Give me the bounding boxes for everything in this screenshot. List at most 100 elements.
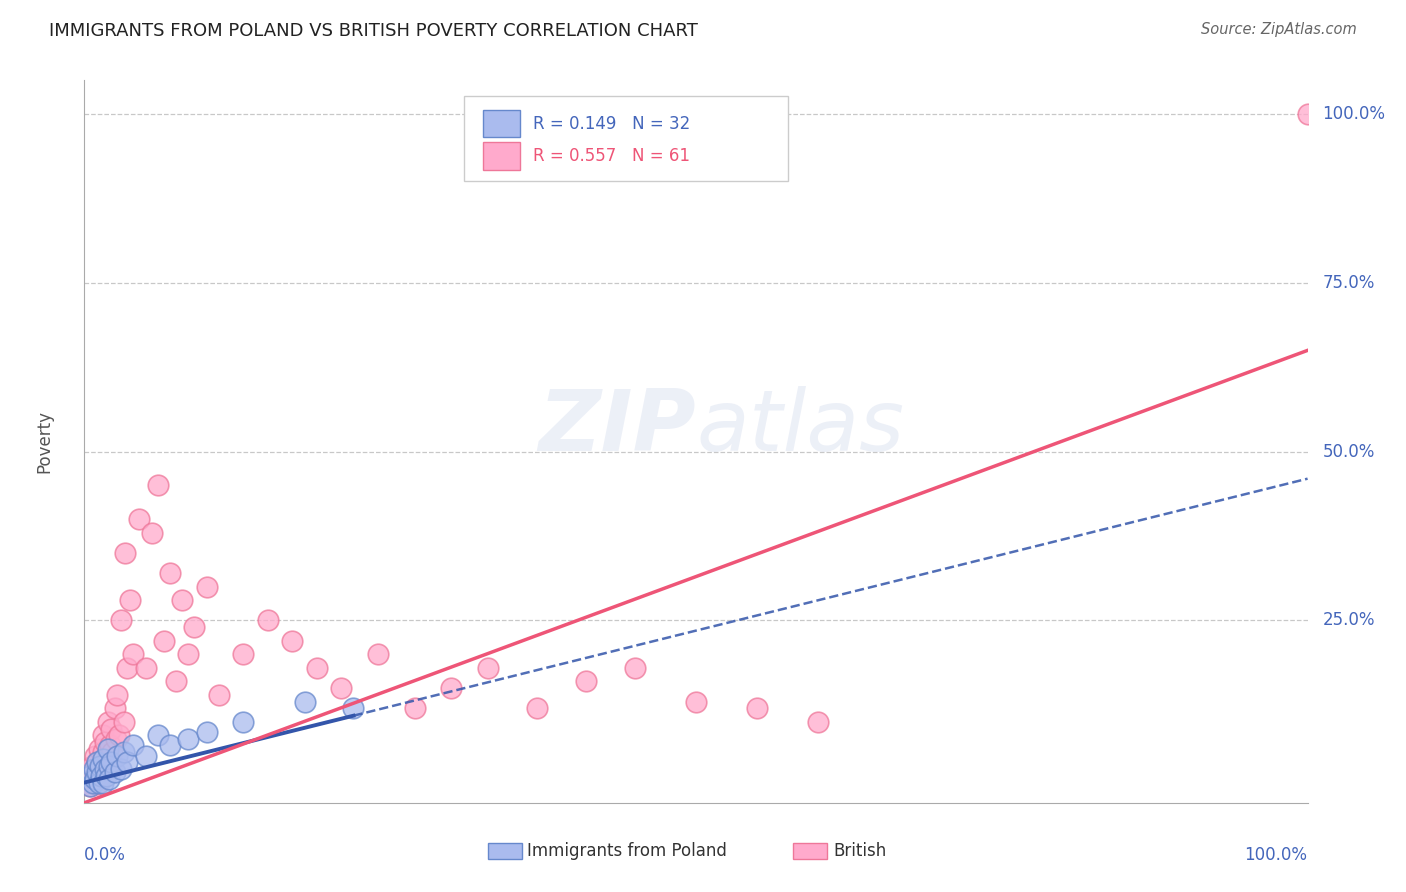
Point [97,758,120,772]
Point [208,688,231,702]
Point [172,593,194,607]
FancyBboxPatch shape [464,96,787,181]
Point [97,772,120,787]
Point [281,633,304,648]
Point [87,769,110,783]
Point [91,752,114,766]
Point [747,701,769,715]
Point [141,525,163,540]
Point [80,758,103,772]
Text: 50.0%: 50.0% [1322,442,1375,460]
Point [82,775,104,789]
Point [98,739,121,753]
Point [93,765,115,780]
Point [404,701,426,715]
Point [87,775,110,789]
Point [86,756,108,770]
Text: 25.0%: 25.0% [1322,612,1375,630]
Point [87,741,110,756]
Text: Source: ZipAtlas.com: Source: ZipAtlas.com [1201,22,1357,37]
Point [83,765,105,780]
Point [97,741,120,756]
Point [84,748,107,763]
Point [1296,107,1319,121]
Point [122,647,145,661]
Point [86,765,108,780]
Point [110,614,132,628]
Point [477,661,499,675]
Text: R = 0.149   N = 32: R = 0.149 N = 32 [533,115,690,133]
Point [89,758,111,772]
Point [84,772,107,787]
Point [153,633,176,648]
Point [100,756,122,770]
Point [367,647,389,661]
Text: IMMIGRANTS FROM POLAND VS BRITISH POVERTY CORRELATION CHART: IMMIGRANTS FROM POLAND VS BRITISH POVERT… [49,22,699,40]
Point [146,728,169,742]
Point [91,745,114,759]
Point [159,566,181,581]
Point [97,714,120,729]
Point [94,735,117,749]
Point [107,728,129,742]
Point [135,661,157,675]
Point [83,762,105,776]
Point [79,779,101,793]
FancyBboxPatch shape [484,143,520,169]
Point [96,756,118,770]
Point [115,661,138,675]
Point [90,769,112,783]
Point [97,762,120,776]
Point [183,620,205,634]
Point [105,748,128,763]
Point [159,739,181,753]
Text: ZIP: ZIP [538,385,696,468]
Text: 0.0%: 0.0% [84,847,127,864]
Point [86,756,108,770]
Point [165,674,187,689]
Point [526,701,548,715]
Point [330,681,353,695]
Point [105,688,128,702]
Point [105,731,128,746]
Point [89,762,111,776]
Text: R = 0.557   N = 61: R = 0.557 N = 61 [533,147,690,165]
Point [177,731,200,746]
Point [177,647,200,661]
Point [232,714,254,729]
Point [110,762,132,776]
Point [104,765,127,780]
Point [146,478,169,492]
Text: 75.0%: 75.0% [1322,274,1375,292]
Point [91,775,114,789]
Point [135,748,157,763]
Text: atlas: atlas [696,385,904,468]
Point [112,714,135,729]
FancyBboxPatch shape [484,110,520,137]
Point [440,681,463,695]
Point [624,661,647,675]
Point [79,769,101,783]
Text: Poverty: Poverty [35,410,53,473]
Point [685,694,707,708]
Text: 100.0%: 100.0% [1322,105,1385,123]
Point [115,756,138,770]
Point [104,701,127,715]
Point [195,580,218,594]
Point [79,779,101,793]
Point [128,512,150,526]
Point [807,714,830,729]
Point [94,762,117,776]
Point [195,725,218,739]
Text: Immigrants from Poland: Immigrants from Poland [527,842,727,860]
Point [294,694,316,708]
FancyBboxPatch shape [488,843,522,859]
Point [112,745,135,759]
Text: British: British [834,842,887,860]
Point [122,739,145,753]
Point [114,546,136,560]
Point [118,593,141,607]
Point [96,769,118,783]
Point [90,772,112,787]
Point [82,772,104,787]
